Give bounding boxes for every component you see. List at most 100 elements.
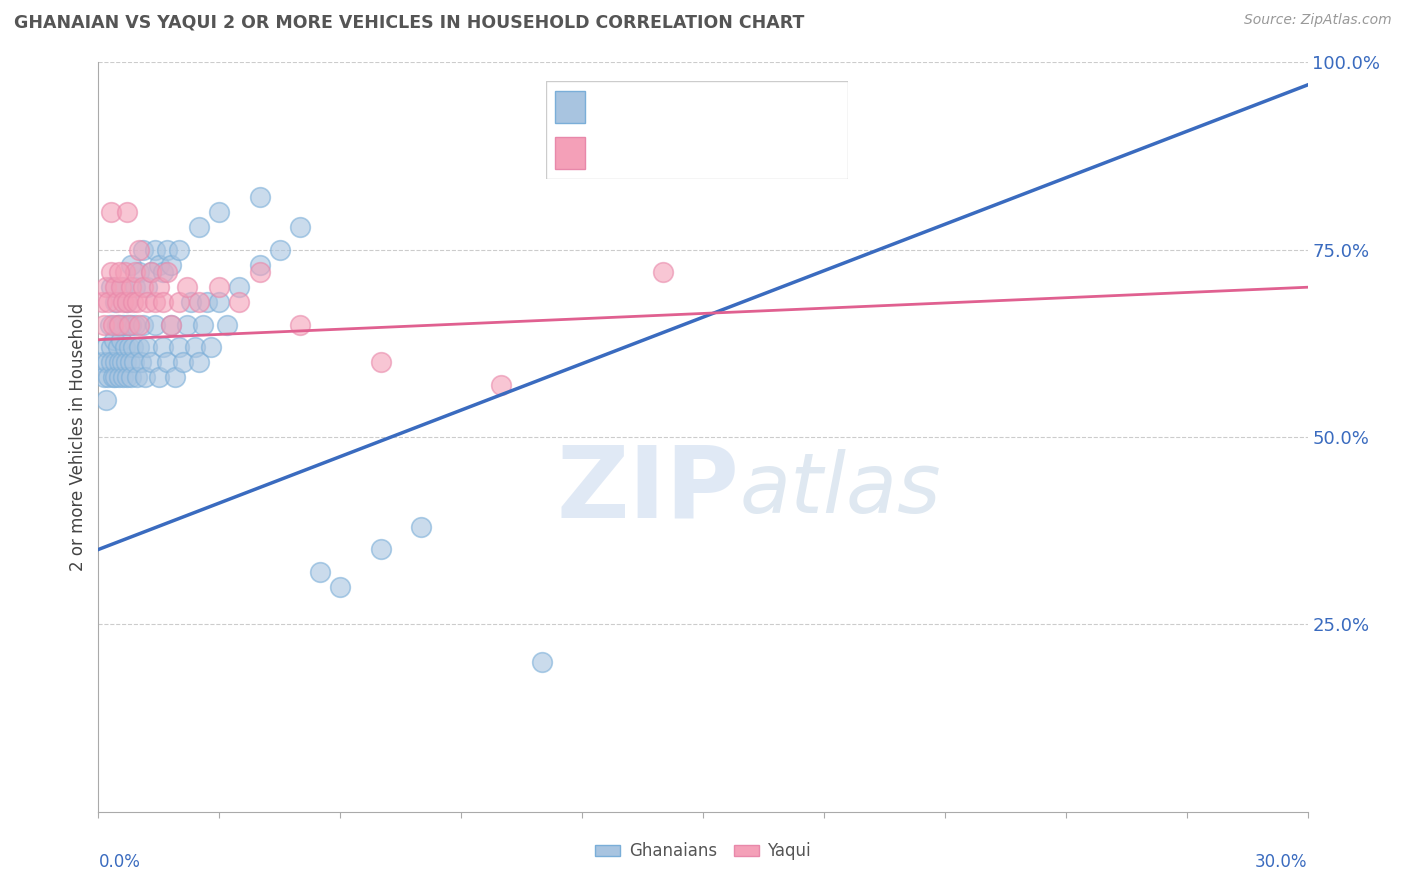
Point <box>288 318 311 332</box>
Point <box>91 355 114 369</box>
Point <box>249 190 271 204</box>
Point <box>188 220 211 235</box>
Point <box>107 265 129 279</box>
Point <box>103 355 125 369</box>
Point <box>228 295 250 310</box>
Point <box>98 318 121 332</box>
Point <box>167 243 190 257</box>
Point <box>124 280 146 294</box>
Point <box>156 243 179 257</box>
Point <box>124 265 146 279</box>
Point <box>530 655 553 669</box>
Point <box>132 243 155 257</box>
Point <box>100 265 122 279</box>
Point <box>105 295 128 310</box>
Text: Source: ZipAtlas.com: Source: ZipAtlas.com <box>1244 13 1392 28</box>
Point <box>107 318 129 332</box>
Point <box>117 370 139 384</box>
Point <box>101 370 124 384</box>
Point <box>112 370 135 384</box>
Point <box>184 340 207 354</box>
Point <box>148 280 170 294</box>
Point <box>115 295 138 310</box>
Point <box>93 318 115 332</box>
Point <box>217 318 239 332</box>
Point <box>96 280 118 294</box>
Point <box>139 355 162 369</box>
Point <box>329 580 352 594</box>
Point <box>103 295 125 310</box>
Text: ZIP: ZIP <box>557 441 740 538</box>
Point <box>160 318 183 332</box>
Point <box>120 318 142 332</box>
Point <box>115 205 138 219</box>
Point <box>97 295 120 310</box>
Point <box>121 295 143 310</box>
Point <box>152 295 174 310</box>
Point <box>370 355 392 369</box>
Point <box>100 340 122 354</box>
Point <box>163 370 186 384</box>
Point <box>135 280 157 294</box>
Point <box>156 355 179 369</box>
Point <box>249 258 271 272</box>
Point <box>100 355 122 369</box>
Point <box>135 340 157 354</box>
Point <box>100 205 122 219</box>
Point <box>96 355 118 369</box>
Text: 30.0%: 30.0% <box>1256 853 1308 871</box>
Point <box>111 280 134 294</box>
Point <box>152 265 174 279</box>
Point <box>114 355 136 369</box>
Point <box>135 295 157 310</box>
Point <box>651 265 673 279</box>
Point <box>94 392 117 407</box>
Point <box>111 295 134 310</box>
Point <box>118 318 141 332</box>
Point <box>134 370 156 384</box>
Point <box>160 258 183 272</box>
Point <box>143 295 166 310</box>
Point <box>125 295 148 310</box>
Point <box>96 340 118 354</box>
Point <box>103 280 125 294</box>
Point <box>125 370 148 384</box>
Point <box>228 280 250 294</box>
Point <box>124 318 146 332</box>
Point <box>120 258 142 272</box>
Point <box>107 340 129 354</box>
Point <box>128 340 150 354</box>
Point <box>107 318 129 332</box>
Point <box>103 333 125 347</box>
Point <box>111 355 134 369</box>
Point <box>108 370 131 384</box>
Point <box>148 370 170 384</box>
Point <box>120 280 142 294</box>
Point <box>104 370 127 384</box>
Point <box>132 280 155 294</box>
Text: atlas: atlas <box>740 449 941 530</box>
Point <box>129 355 152 369</box>
Point <box>167 295 190 310</box>
Point <box>101 318 124 332</box>
Point <box>128 265 150 279</box>
Point <box>148 258 170 272</box>
Point <box>111 318 134 332</box>
Point <box>139 265 162 279</box>
Text: 0.0%: 0.0% <box>98 853 141 871</box>
Point <box>107 355 129 369</box>
Point <box>309 565 332 579</box>
Point <box>143 243 166 257</box>
Point <box>115 295 138 310</box>
Point <box>156 265 179 279</box>
Legend: Ghanaians, Yaqui: Ghanaians, Yaqui <box>589 836 817 867</box>
Text: GHANAIAN VS YAQUI 2 OR MORE VEHICLES IN HOUSEHOLD CORRELATION CHART: GHANAIAN VS YAQUI 2 OR MORE VEHICLES IN … <box>14 13 804 31</box>
Point <box>115 318 138 332</box>
Point <box>139 265 162 279</box>
Point <box>118 340 141 354</box>
Point <box>110 280 132 294</box>
Point <box>114 340 136 354</box>
Point <box>93 370 115 384</box>
Point <box>118 355 141 369</box>
Point <box>172 355 194 369</box>
